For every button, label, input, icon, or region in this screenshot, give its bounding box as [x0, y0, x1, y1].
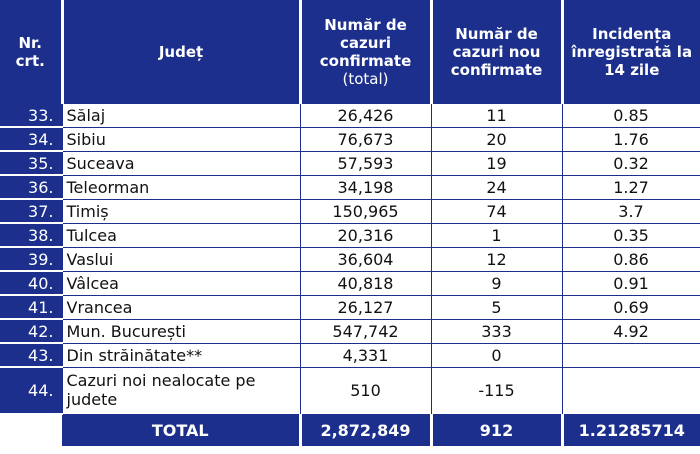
total-cases: 26,426: [299, 103, 432, 128]
incidence: 1.76: [561, 126, 700, 152]
row-number: 41.: [0, 294, 63, 320]
row-number: 39.: [0, 246, 63, 272]
row-number: 36.: [0, 174, 63, 200]
incidence: 0.86: [561, 246, 700, 272]
new-cases: 19: [430, 150, 563, 176]
new-cases: 5: [430, 294, 563, 320]
header-nr: Nr. crt.: [0, 0, 64, 104]
row-number: 40.: [0, 270, 63, 296]
new-cases: 11: [430, 103, 563, 128]
row-number: 37.: [0, 198, 63, 224]
new-cases: 9: [430, 270, 563, 296]
total-cases: 547,742: [299, 318, 432, 344]
table-row: 36. Teleorman 34,198 24 1.27: [0, 174, 700, 200]
header-total-cases: Număr de cazuri confirmate (total): [300, 0, 433, 104]
table-row: 39. Vaslui 36,604 12 0.86: [0, 246, 700, 272]
table-row: 41. Vrancea 26,127 5 0.69: [0, 294, 700, 320]
table-row: 40. Vâlcea 40,818 9 0.91: [0, 270, 700, 296]
new-cases: 0: [430, 342, 563, 368]
total-row-spacer: [0, 414, 62, 446]
table-row: 44. Cazuri noi nealocate pe judete 510 -…: [0, 366, 700, 415]
table-row: 38. Tulcea 20,316 1 0.35: [0, 222, 700, 248]
total-cases: 20,316: [299, 222, 432, 248]
new-cases: 1: [430, 222, 563, 248]
county-name: Tulcea: [61, 222, 301, 248]
new-cases: 74: [430, 198, 563, 224]
table-row: 33. Sălaj 26,426 11 0.85: [0, 103, 700, 128]
table-row: 37. Timiș 150,965 74 3.7: [0, 198, 700, 224]
new-cases: 20: [430, 126, 563, 152]
county-name: Mun. București: [61, 318, 301, 344]
incidence: 1.27: [561, 174, 700, 200]
county-name: Cazuri noi nealocate pe judete: [61, 366, 301, 415]
total-incidence: 1.21285714: [562, 414, 700, 446]
table-row: 42. Mun. București 547,742 333 4.92: [0, 318, 700, 344]
row-number: 43.: [0, 342, 63, 368]
county-name: Suceava: [61, 150, 301, 176]
county-name: Sibiu: [61, 126, 301, 152]
county-name: Vrancea: [61, 294, 301, 320]
header-new-cases: Număr de cazuri nou confirmate: [431, 0, 564, 104]
total-cases: 40,818: [299, 270, 432, 296]
total-cases: 150,965: [299, 198, 432, 224]
total-cases-sum: 2,872,849: [300, 414, 433, 446]
total-cases: 4,331: [299, 342, 432, 368]
row-number: 38.: [0, 222, 63, 248]
total-cases: 76,673: [299, 126, 432, 152]
total-label: TOTAL: [62, 414, 302, 446]
header-judet: Județ: [62, 0, 302, 104]
table-row: 43. Din străinătate** 4,331 0: [0, 342, 700, 368]
county-name: Din străinătate**: [61, 342, 301, 368]
header-total-cases-label: Număr de cazuri confirmate: [319, 15, 412, 70]
total-row: TOTAL 2,872,849 912 1.21285714: [0, 414, 700, 446]
row-number: 44.: [0, 366, 63, 415]
row-number: 33.: [0, 103, 63, 128]
header-total-cases-sub: (total): [342, 69, 389, 88]
total-cases: 26,127: [299, 294, 432, 320]
header-row: Nr. crt. Județ Număr de cazuri confirmat…: [0, 0, 700, 104]
total-cases: 34,198: [299, 174, 432, 200]
new-cases: 24: [430, 174, 563, 200]
total-cases: 36,604: [299, 246, 432, 272]
incidence: 0.91: [561, 270, 700, 296]
incidence: 0.32: [561, 150, 700, 176]
row-number: 35.: [0, 150, 63, 176]
total-new-cases: 912: [431, 414, 564, 446]
row-number: 42.: [0, 318, 63, 344]
total-cases: 510: [299, 366, 432, 415]
new-cases: -115: [430, 366, 563, 415]
new-cases: 12: [430, 246, 563, 272]
incidence: 4.92: [561, 318, 700, 344]
incidence: 0.35: [561, 222, 700, 248]
county-name: Vâlcea: [61, 270, 301, 296]
incidence: 3.7: [561, 198, 700, 224]
incidence: 0.85: [561, 103, 700, 128]
county-name: Sălaj: [61, 103, 301, 128]
county-name: Timiș: [61, 198, 301, 224]
total-cases: 57,593: [299, 150, 432, 176]
county-name: Teleorman: [61, 174, 301, 200]
county-name: Vaslui: [61, 246, 301, 272]
header-incidence: Incidența înregistrată la 14 zile: [562, 0, 700, 104]
incidence: [561, 342, 700, 368]
table-row: 34. Sibiu 76,673 20 1.76: [0, 126, 700, 152]
incidence: 0.69: [561, 294, 700, 320]
row-number: 34.: [0, 126, 63, 152]
incidence: [561, 366, 700, 415]
table-row: 35. Suceava 57,593 19 0.32: [0, 150, 700, 176]
new-cases: 333: [430, 318, 563, 344]
